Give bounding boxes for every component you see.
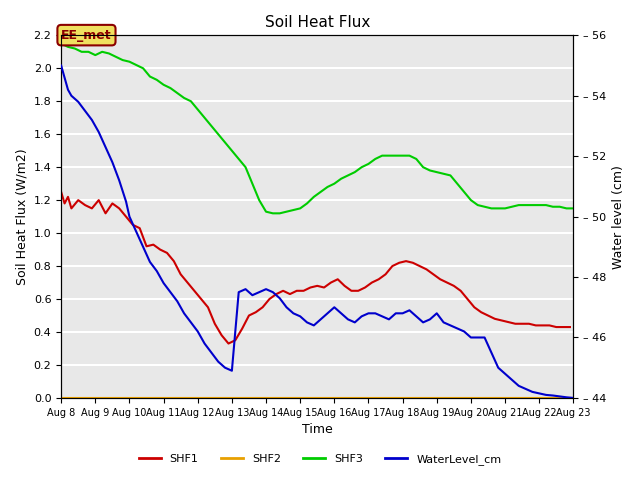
Y-axis label: Water level (cm): Water level (cm) [612,165,625,269]
Y-axis label: Soil Heat Flux (W/m2): Soil Heat Flux (W/m2) [15,148,28,285]
X-axis label: Time: Time [302,423,333,436]
Text: EE_met: EE_met [61,29,112,42]
Title: Soil Heat Flux: Soil Heat Flux [264,15,370,30]
Legend: SHF1, SHF2, SHF3, WaterLevel_cm: SHF1, SHF2, SHF3, WaterLevel_cm [134,450,506,469]
